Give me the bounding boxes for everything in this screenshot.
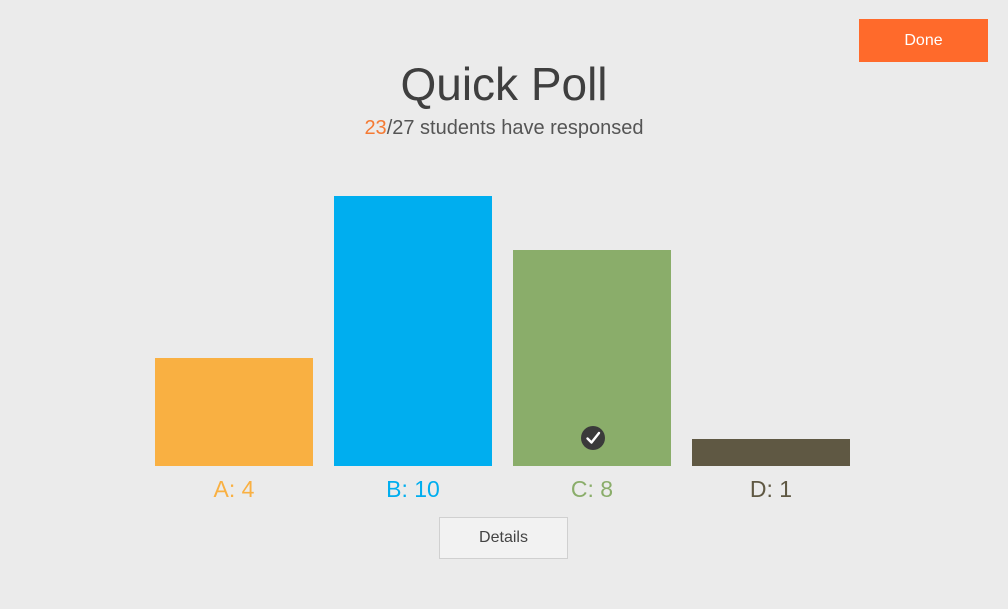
response-status: 23/27 students have responsed [0, 116, 1008, 140]
bar-b [334, 196, 492, 466]
page-title: Quick Poll [400, 58, 608, 110]
bar-label-b: B: 10 [386, 476, 440, 502]
bar-label-c: C: 8 [571, 476, 613, 502]
done-button[interactable]: Done [859, 19, 988, 62]
response-total-text: /27 students have responsed [386, 117, 644, 139]
bar-a [155, 358, 313, 466]
responded-count: 23 [364, 117, 387, 139]
check-circle-icon [581, 426, 605, 450]
bar-d [692, 439, 850, 466]
bar-label-d: D: 1 [750, 476, 792, 502]
bar-label-a: A: 4 [214, 476, 255, 502]
details-button[interactable]: Details [439, 517, 568, 559]
